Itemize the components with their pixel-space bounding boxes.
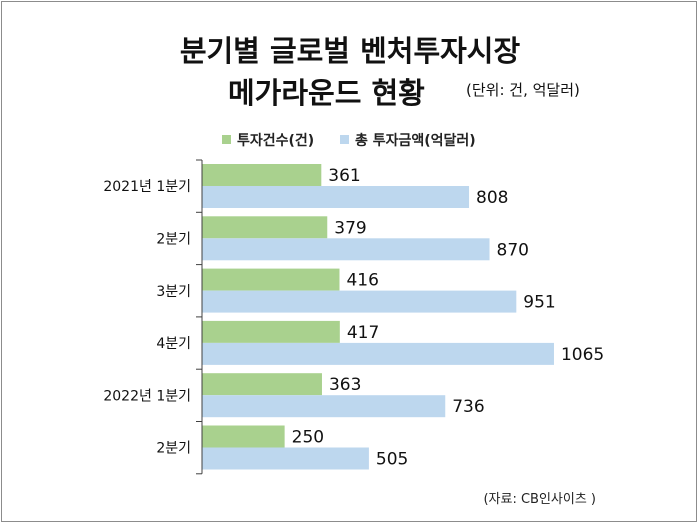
legend-label-count: 투자건수(건) [237,133,315,149]
bar-amount-4 [202,342,554,365]
value-label-count-4: 417 [347,323,379,343]
category-label-2: 2분기 [156,231,191,247]
bar-count-3 [202,268,340,291]
legend-item-count: 투자건수(건) [222,130,314,150]
category-label-5: 2022년 1분기 [103,388,191,404]
bar-count-4 [202,320,340,343]
value-label-count-3: 416 [346,271,378,291]
bar-count-1 [202,164,322,186]
chart-title-line2: 메가라운드 현황 [228,76,425,110]
value-label-amount-3: 951 [523,293,555,313]
legend-item-amount: 총 투자금액(억달러) [340,130,476,150]
legend-label-amount: 총 투자금액(억달러) [355,133,476,149]
category-label-6: 2분기 [156,441,191,457]
category-label-4: 4분기 [156,336,191,352]
value-label-amount-2: 870 [497,240,529,260]
legend-swatch-amount [340,135,349,144]
category-label-3: 3분기 [156,284,191,300]
legend-swatch-count [222,135,231,144]
value-label-amount-6: 505 [376,450,408,470]
unit-note: (단위: 건, 억달러) [466,81,580,99]
value-label-amount-4: 1065 [561,345,604,365]
bar-amount-1 [202,186,470,208]
bar-count-5 [202,373,322,396]
bar-amount-6 [202,447,369,470]
value-label-count-1: 361 [328,166,360,186]
bar-amount-5 [202,395,446,418]
value-label-amount-1: 808 [476,188,508,208]
legend: 투자건수(건) 총 투자금액(억달러) [0,130,700,150]
bar-count-6 [202,425,285,448]
bar-count-2 [202,216,328,239]
value-label-count-2: 379 [334,218,366,238]
value-label-count-6: 250 [292,428,324,448]
chart-title-line1: 분기별 글로벌 벤처투자시장 [179,34,521,68]
bar-amount-3 [202,290,517,313]
value-label-amount-5: 736 [452,397,484,417]
category-label-1: 2021년 1분기 [103,179,191,195]
value-label-count-5: 363 [329,375,361,395]
bar-amount-2 [202,238,490,261]
source-note: (자료: CB인사이츠 ) [483,492,596,507]
